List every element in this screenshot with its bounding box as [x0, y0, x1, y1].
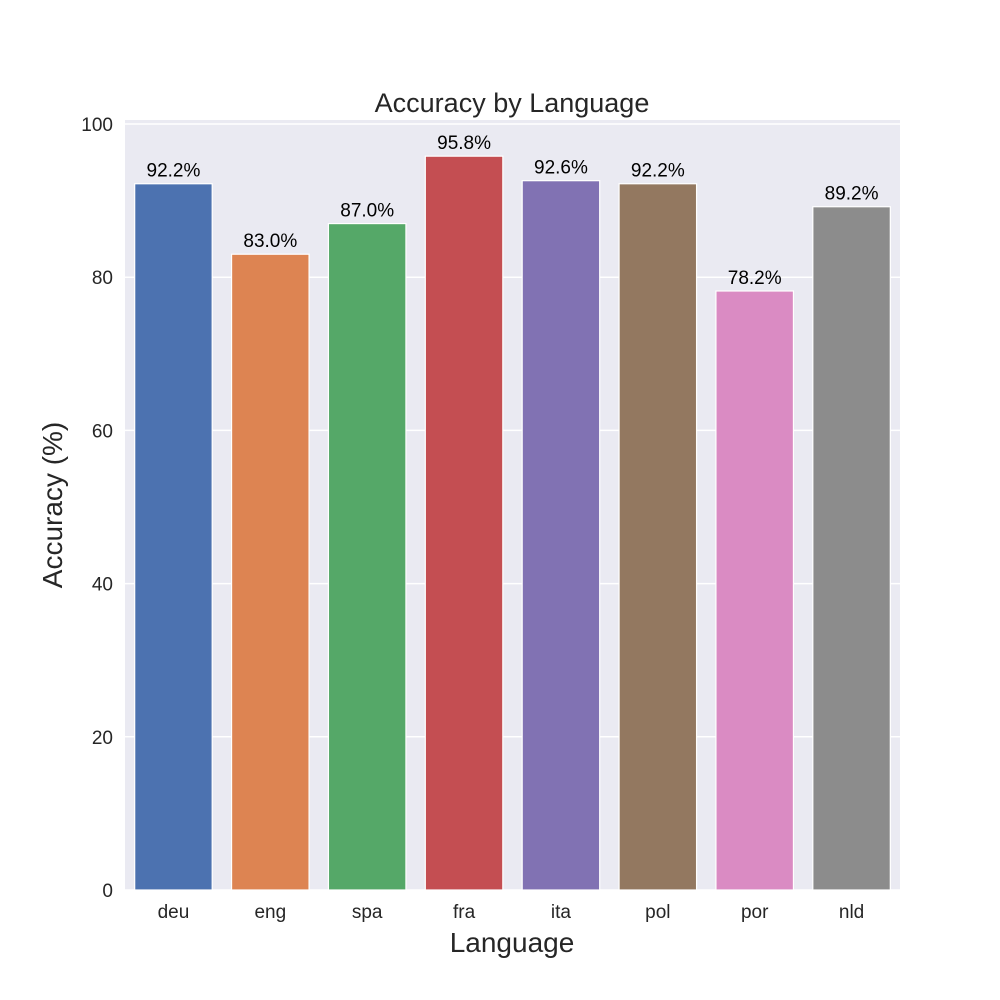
x-tick-label: spa	[352, 902, 383, 923]
x-tick-label: deu	[158, 902, 190, 923]
bar-eng	[230, 253, 310, 891]
bar-value-label: 78.2%	[728, 268, 782, 289]
chart-title: Accuracy by Language	[375, 88, 650, 118]
y-axis-ticks: 0 20 40 60 80 100	[81, 115, 113, 902]
bar-value-label: 92.2%	[631, 161, 685, 182]
bar-por	[715, 290, 795, 891]
y-tick-label: 20	[92, 728, 113, 749]
bar-ita	[521, 180, 601, 891]
bar-value-labels: 92.2% 83.0% 87.0% 95.8% 92.6% 92.2% 78.2% 89.2%	[147, 133, 879, 289]
x-tick-label: fra	[453, 902, 476, 923]
bar-nld	[812, 206, 891, 891]
y-tick-label: 40	[92, 575, 113, 596]
y-tick-label: 0	[102, 881, 113, 902]
bar-value-label: 89.2%	[825, 184, 879, 205]
bar-value-label: 83.0%	[243, 231, 297, 252]
bar-value-label: 95.8%	[437, 133, 491, 154]
y-tick-label: 80	[92, 268, 113, 289]
x-tick-label: ita	[551, 902, 572, 923]
x-tick-label: por	[741, 902, 769, 923]
x-axis-ticks: deu eng spa fra ita pol por nld	[158, 902, 865, 923]
bar-value-label: 92.2%	[147, 161, 201, 182]
bar-spa	[327, 222, 407, 891]
x-axis-title: Language	[450, 927, 575, 958]
x-tick-label: eng	[254, 902, 286, 923]
bar-pol	[618, 183, 698, 891]
x-tick-label: nld	[839, 902, 864, 923]
bar-deu	[134, 183, 213, 891]
x-tick-label: pol	[645, 902, 670, 923]
bar-fra	[424, 155, 504, 891]
bars	[134, 155, 891, 891]
y-tick-label: 60	[92, 421, 113, 442]
y-axis-title: Accuracy (%)	[37, 422, 68, 588]
bar-value-label: 92.6%	[534, 158, 588, 179]
bar-value-label: 87.0%	[340, 201, 394, 222]
y-tick-label: 100	[81, 115, 113, 136]
